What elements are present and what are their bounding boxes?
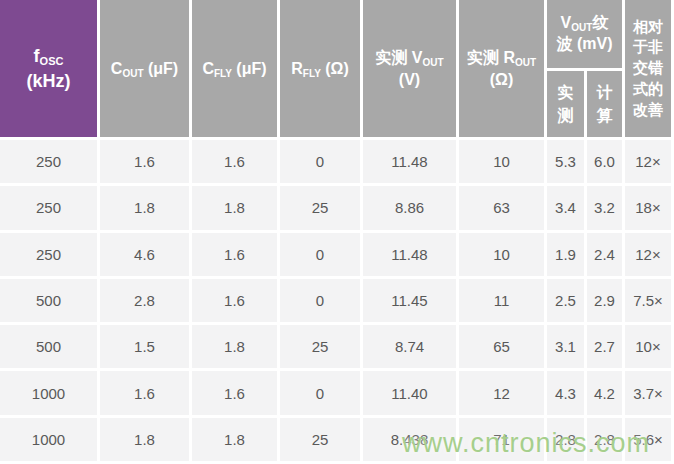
data-table: fOSC (kHz) COUT (μF) CFLY (μF) RFLY (Ω) … [0,0,671,461]
header-fosc: fOSC (kHz) [0,0,97,137]
table-cell: 6.0 [587,140,622,183]
header-vout-ripple-line2: 波 (mV) [557,34,613,55]
header-measured-rout-unit: (Ω) [490,69,513,91]
table-cell: 11.48 [363,233,456,276]
table-cell: 500 [0,279,97,322]
table-cell: 25 [280,325,360,368]
table-cell: 1.6 [100,371,189,414]
table-cell: 1.6 [192,279,277,322]
table-cell: 10 [459,140,544,183]
table-cell: 10 [459,233,544,276]
table-cell: 10× [625,325,671,368]
table-cell: 25 [280,186,360,229]
header-measured-vout-unit: (V) [399,69,420,91]
table-cell: 500 [0,325,97,368]
table-cell: 8.86 [363,186,456,229]
header-vout-ripple-group: VOUT纹 波 (mV) [547,0,622,68]
table-cell: 18× [625,186,671,229]
header-measured-rout: 实测 ROUT (Ω) [459,0,544,137]
table-cell: 3.2 [587,186,622,229]
header-measured-vout: 实测 VOUT (V) [363,0,456,137]
header-cout: COUT (μF) [100,0,189,137]
table-cell: 65 [459,325,544,368]
table-cell: 250 [0,233,97,276]
table-cell: 1.6 [192,140,277,183]
table-cell: 0 [280,279,360,322]
table-cell: 4.2 [587,371,622,414]
table-cell: 2.8 [100,279,189,322]
table-cell: 12× [625,140,671,183]
table-figure: fOSC (kHz) COUT (μF) CFLY (μF) RFLY (Ω) … [0,0,674,464]
table-cell: 1000 [0,371,97,414]
table-cell: 2.7 [587,325,622,368]
table-cell: 63 [459,186,544,229]
table-cell: 1.6 [192,371,277,414]
table-cell: 4.6 [100,233,189,276]
table-cell: 12 [459,371,544,414]
table-cell: 2.4 [587,233,622,276]
table-cell: 1.8 [100,186,189,229]
table-cell: 250 [0,140,97,183]
header-rfly: RFLY (Ω) [280,0,360,137]
table-cell: 11.45 [363,279,456,322]
header-cfly-label: CFLY (μF) [202,58,266,80]
header-vout-ripple-line1: VOUT纹 [561,13,609,34]
header-measured-vout-label: 实测 VOUT [375,47,443,69]
table-cell: 8.74 [363,325,456,368]
table-cell: 3.7× [625,371,671,414]
table-cell: 4.3 [547,371,584,414]
table-cell: 250 [0,186,97,229]
table-cell: 1.8 [192,418,277,461]
table-cell: 0 [280,140,360,183]
table-cell: 1.5 [100,325,189,368]
table-cell: 11 [459,279,544,322]
table-cell: 2.5 [547,279,584,322]
table-cell: 5.3 [547,140,584,183]
table-cell: 11.48 [363,140,456,183]
table-cell: 25 [280,418,360,461]
header-rfly-label: RFLY (Ω) [291,58,348,80]
table-cell: 1.6 [192,233,277,276]
table-cell: 1000 [0,418,97,461]
table-cell: 1.6 [100,140,189,183]
table-cell: 1.9 [547,233,584,276]
table-cell: 7.5× [625,279,671,322]
watermark: www.cntronics.com [402,428,650,459]
table-cell: 2.9 [587,279,622,322]
table-cell: 3.4 [547,186,584,229]
header-ripple-calculated: 计算 [587,71,622,137]
table-cell: 1.8 [192,325,277,368]
header-cout-label: COUT (μF) [111,58,178,80]
table-cell: 1.8 [100,418,189,461]
table-cell: 0 [280,371,360,414]
table-cell: 1.8 [192,186,277,229]
table-cell: 11.40 [363,371,456,414]
header-cfly: CFLY (μF) [192,0,277,137]
table-cell: 0 [280,233,360,276]
header-improvement-vs-noninterleaved: 相对于非交错式的改善 [625,0,671,137]
table-cell: 12× [625,233,671,276]
header-measured-rout-label: 实测 ROUT [467,47,536,69]
header-fosc-symbol: fOSC [34,44,64,68]
header-ripple-measured: 实测 [547,71,584,137]
table-cell: 3.1 [547,325,584,368]
header-fosc-unit: (kHz) [27,69,71,93]
